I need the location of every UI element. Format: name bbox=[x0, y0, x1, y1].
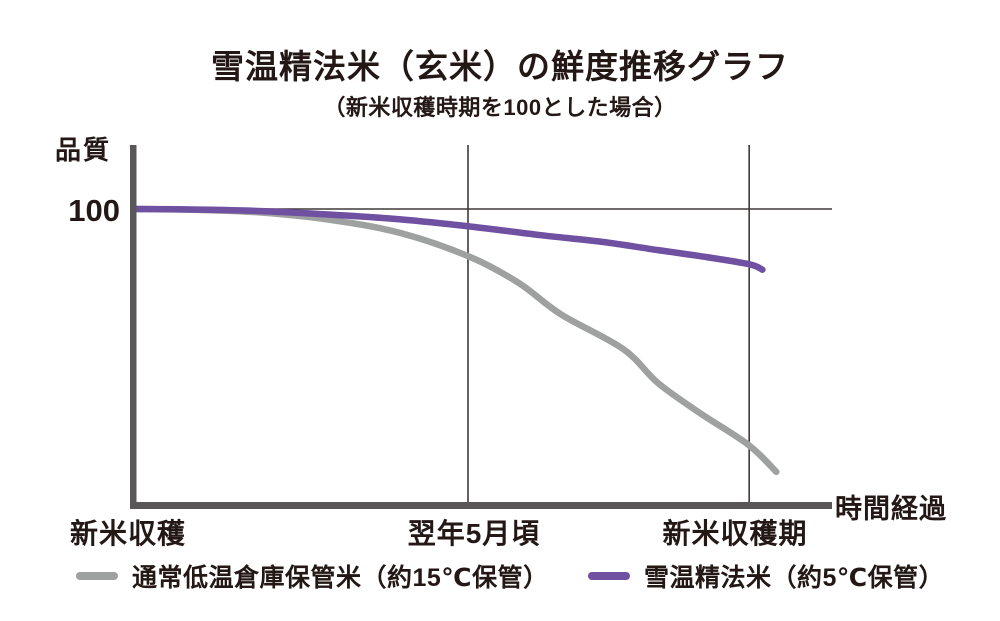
legend-item-normal-storage: 通常低温倉庫保管米（約15℃保管） bbox=[76, 558, 549, 594]
legend-label-snow-temp-rice: 雪温精法米（約5℃保管） bbox=[644, 564, 945, 592]
x-tick-next-may: 翌年5月頃 bbox=[407, 518, 541, 549]
series-line-0 bbox=[132, 205, 780, 476]
legend-swatch-purple bbox=[588, 572, 630, 580]
y-axis-label: 品質 bbox=[55, 135, 112, 165]
chart-subtitle: （新米収穫時期を100とした場合） bbox=[323, 95, 677, 120]
y-tick-100: 100 bbox=[68, 193, 120, 228]
series-line-1 bbox=[132, 205, 766, 273]
chart-title: 雪温精法米（玄米）の鮮度推移グラフ bbox=[211, 48, 789, 85]
legend-swatch-gray bbox=[76, 572, 118, 580]
legend-label-normal-storage: 通常低温倉庫保管米（約15℃保管） bbox=[132, 564, 549, 592]
x-axis-label: 時間経過 bbox=[835, 494, 947, 524]
y-axis bbox=[130, 145, 137, 509]
legend-item-snow-temp-rice: 雪温精法米（約5℃保管） bbox=[588, 558, 944, 594]
x-tick-harvest: 新米収穫 bbox=[70, 518, 187, 549]
x-tick-next-harvest: 新米収穫期 bbox=[662, 518, 808, 549]
x-axis bbox=[130, 502, 832, 509]
